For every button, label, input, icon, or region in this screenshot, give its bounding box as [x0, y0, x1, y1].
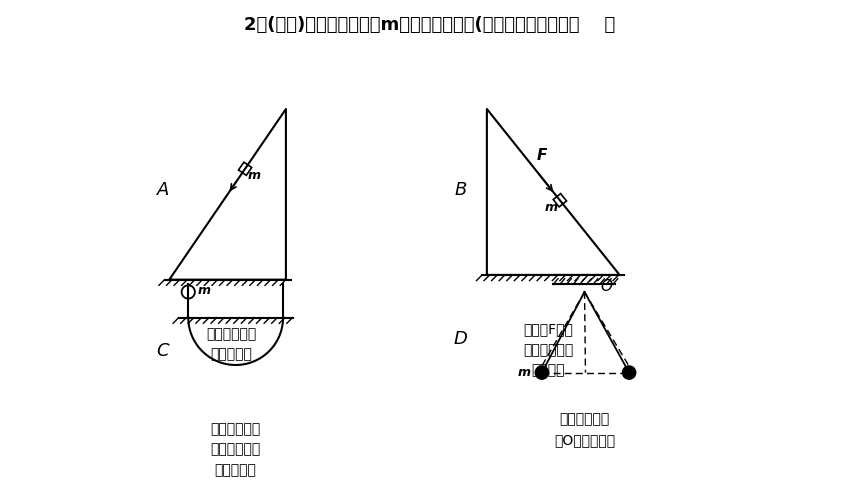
Text: m: m	[518, 366, 531, 379]
Circle shape	[623, 366, 636, 379]
Text: m: m	[544, 201, 557, 214]
Text: 物体在F作用
下沿固定光滑
斜面上滑: 物体在F作用 下沿固定光滑 斜面上滑	[524, 322, 574, 378]
Text: 小球由静止沿
光滑半圆形固
定轨道下滑: 小球由静止沿 光滑半圆形固 定轨道下滑	[211, 422, 261, 477]
Polygon shape	[553, 194, 567, 207]
Text: D: D	[453, 331, 467, 348]
Text: 物体沿固定斜
面匀速下滑: 物体沿固定斜 面匀速下滑	[206, 327, 256, 362]
Polygon shape	[238, 162, 252, 175]
Text: 细线拴住小球
绕O点来回摆动: 细线拴住小球 绕O点来回摆动	[554, 412, 615, 447]
Circle shape	[535, 366, 549, 379]
Text: O: O	[600, 279, 612, 294]
Text: B: B	[454, 181, 466, 198]
Text: 2、(多选)下列选项中物体m机械能守恒的是(均不计空气阻力）（    ）: 2、(多选)下列选项中物体m机械能守恒的是(均不计空气阻力）（ ）	[244, 15, 616, 34]
Text: m: m	[248, 168, 261, 182]
Text: C: C	[157, 342, 169, 360]
Text: F: F	[537, 148, 547, 163]
Text: m: m	[198, 284, 211, 297]
Text: A: A	[157, 181, 169, 198]
